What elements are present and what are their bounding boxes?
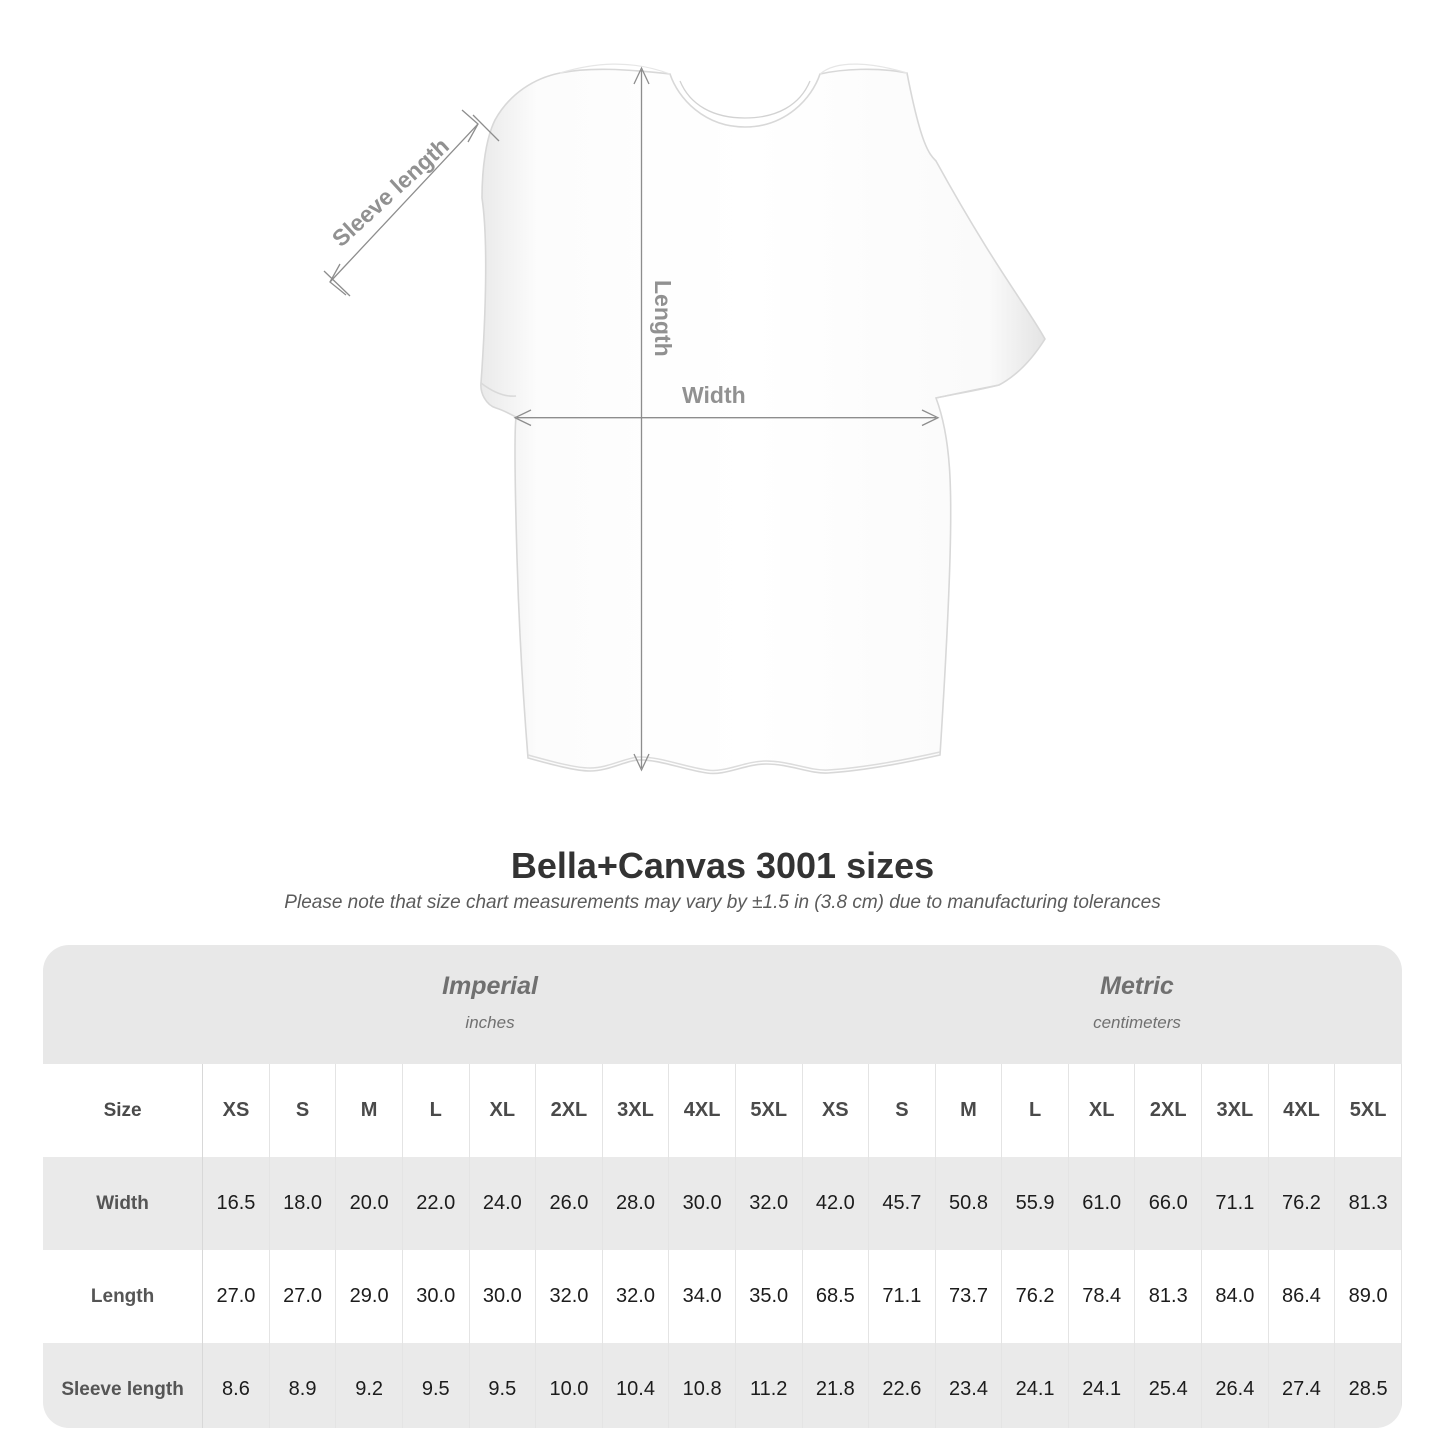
svg-text:Sleeve length: Sleeve length: [327, 133, 454, 252]
